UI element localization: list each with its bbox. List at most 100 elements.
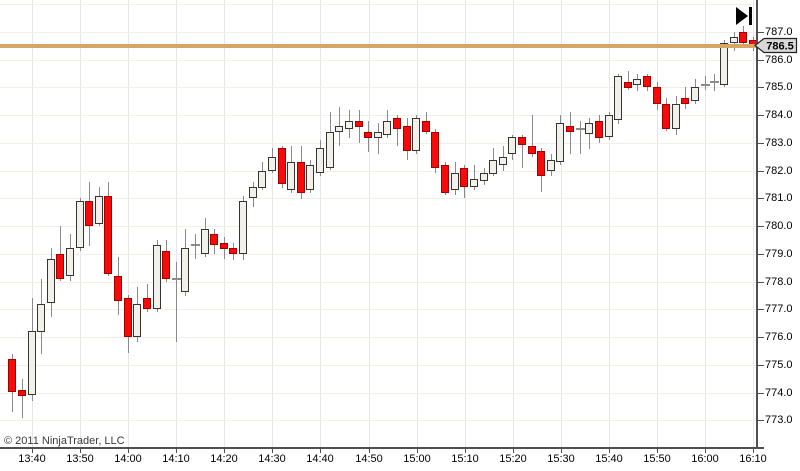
time-tick: [176, 449, 177, 453]
candle-wick: [22, 379, 23, 418]
candle-up: [95, 196, 103, 224]
candle-down: [403, 126, 411, 151]
grid-hline: [0, 115, 757, 116]
doji-mark: [576, 128, 585, 130]
price-tick-label: 783.0: [765, 137, 793, 149]
candle-down: [681, 98, 689, 104]
grid-vline: [609, 0, 610, 449]
candle-up: [335, 126, 343, 132]
price-tick-label: 777.0: [765, 303, 793, 315]
time-tick-label: 16:00: [691, 453, 719, 465]
candle-up: [470, 179, 478, 187]
end-bar-icon: [749, 7, 752, 25]
current-price-tag: 786.5: [754, 37, 798, 54]
candle-up: [383, 121, 391, 135]
doji-mark: [701, 84, 710, 86]
time-tick-label: 13:40: [18, 453, 46, 465]
plot-area[interactable]: © 2011 NinjaTrader, LLC: [0, 0, 757, 449]
candle-down: [595, 121, 603, 138]
current-price-tag-label: 786.5: [766, 41, 794, 53]
candle-up: [489, 160, 497, 174]
candle-wick: [705, 76, 706, 90]
candle-up: [258, 171, 266, 188]
time-tick-label: 14:30: [258, 453, 286, 465]
candle-down: [297, 162, 305, 193]
time-tick: [80, 449, 81, 453]
grid-vline: [128, 0, 129, 449]
candle-up: [249, 187, 257, 198]
candle-wick: [628, 71, 629, 90]
time-tick: [272, 449, 273, 453]
time-tick-label: 16:10: [739, 453, 767, 465]
grid-vline: [272, 0, 273, 449]
grid-hline: [0, 365, 757, 366]
candle-up: [66, 248, 74, 276]
grid-hline: [0, 60, 757, 61]
candle-up: [730, 37, 738, 43]
candle-down: [518, 137, 526, 145]
doji-mark: [191, 244, 200, 246]
price-tick-label: 787.0: [765, 26, 793, 38]
candle-wick: [378, 123, 379, 154]
time-tick: [657, 449, 658, 453]
grid-vline: [32, 0, 33, 449]
doji-mark: [710, 81, 719, 83]
candle-up: [28, 331, 36, 395]
time-tick-label: 15:30: [547, 453, 575, 465]
candle-up: [153, 245, 161, 309]
grid-hline: [0, 226, 757, 227]
time-axis-line: [0, 447, 764, 449]
candle-up: [412, 118, 420, 151]
grid-vline: [176, 0, 177, 449]
candle-down: [431, 132, 439, 168]
price-tick-label: 775.0: [765, 359, 793, 371]
time-tick-label: 13:50: [66, 453, 94, 465]
candle-up: [306, 165, 314, 190]
price-tick-label: 781.0: [765, 192, 793, 204]
candle-down: [18, 390, 26, 396]
grid-hline: [0, 32, 757, 33]
price-tick: [758, 365, 764, 366]
candle-down: [8, 359, 16, 392]
candle-down: [278, 148, 286, 184]
time-tick: [320, 449, 321, 453]
price-tick-label: 776.0: [765, 331, 793, 343]
candle-down: [104, 196, 112, 274]
time-tick-label: 14:00: [114, 453, 142, 465]
candle-wick: [532, 115, 533, 157]
candle-down: [624, 82, 632, 88]
time-tick: [128, 449, 129, 453]
candle-wick: [580, 121, 581, 154]
price-tick-label: 774.0: [765, 387, 793, 399]
skip-to-end-icon[interactable]: [736, 7, 754, 25]
candle-down: [364, 132, 372, 138]
time-tick: [513, 449, 514, 453]
grid-hline: [0, 4, 757, 5]
candle-down: [422, 121, 430, 132]
copyright-text: © 2011 NinjaTrader, LLC: [4, 435, 125, 447]
grid-hline: [0, 171, 757, 172]
grid-vline: [320, 0, 321, 449]
price-tick: [758, 254, 764, 255]
price-tick: [758, 60, 764, 61]
grid-vline: [465, 0, 466, 449]
candle-wick: [570, 112, 571, 154]
time-tick-label: 15:40: [595, 453, 623, 465]
time-tick-label: 15:20: [499, 453, 527, 465]
candle-up: [605, 115, 613, 137]
time-tick-label: 14:20: [210, 453, 238, 465]
candle-down: [662, 104, 670, 129]
candle-down: [162, 251, 170, 279]
grid-hline: [0, 282, 757, 283]
candle-down: [124, 298, 132, 337]
candle-down: [56, 254, 64, 279]
candle-up: [326, 132, 334, 168]
price-axis-line: [756, 0, 758, 449]
candle-wick: [522, 135, 523, 168]
current-price-horizontal-line[interactable]: [0, 44, 757, 48]
grid-vline: [369, 0, 370, 449]
price-tick: [758, 143, 764, 144]
candle-up: [37, 304, 45, 332]
time-tick: [465, 449, 466, 453]
